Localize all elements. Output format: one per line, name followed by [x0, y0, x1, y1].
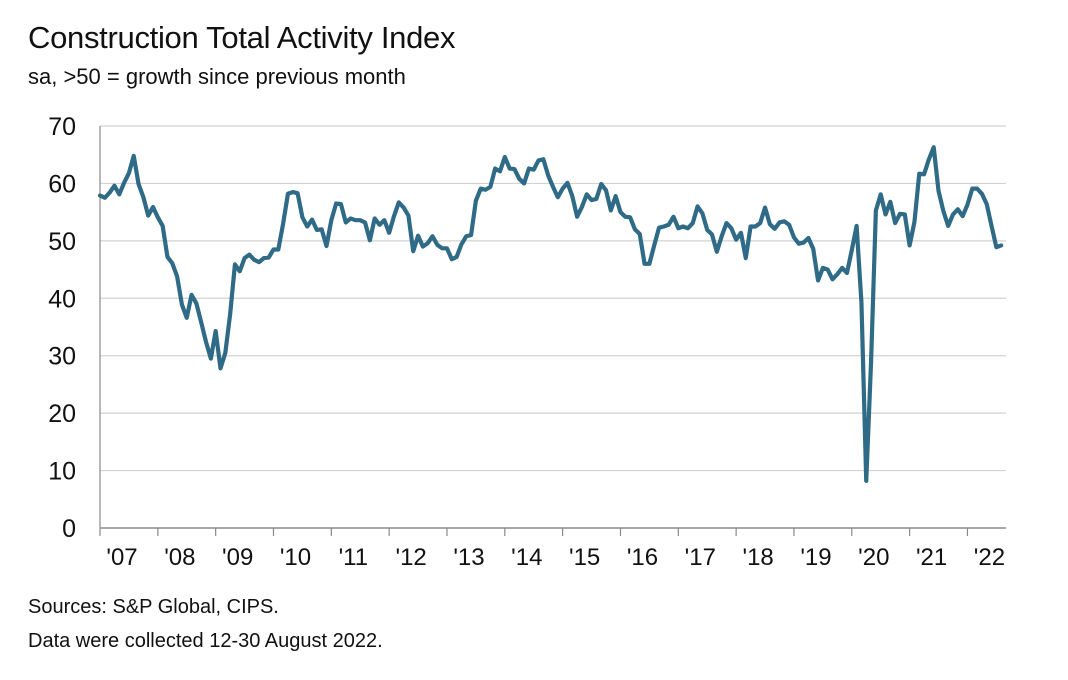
- x-tick-label: '11: [339, 544, 369, 571]
- data-collection-note: Data were collected 12-30 August 2022.: [28, 630, 383, 652]
- y-axis-ticks: 0 10 20 30 40 50 60 70: [48, 113, 76, 543]
- source-note: Sources: S&P Global, CIPS.: [28, 596, 279, 618]
- x-tick-label: '13: [453, 544, 484, 571]
- x-tick-label: '17: [685, 544, 716, 571]
- x-tick-label: '07: [106, 544, 137, 571]
- x-tick-label: '12: [396, 544, 427, 571]
- chart-subtitle: sa, >50 = growth since previous month: [28, 64, 406, 89]
- chart-title: Construction Total Activity Index: [28, 20, 456, 55]
- gridlines: [100, 125, 1006, 472]
- x-tick-label: '16: [627, 544, 658, 571]
- x-tick-label: '19: [800, 544, 831, 571]
- x-tick-label: '22: [974, 544, 1005, 571]
- y-tick-label: 30: [48, 343, 76, 371]
- series-line: [97, 145, 1004, 484]
- y-tick-label: 50: [48, 228, 76, 256]
- y-tick-label: 70: [48, 113, 76, 141]
- y-tick-label: 20: [48, 400, 76, 428]
- x-tick-label: '20: [858, 544, 889, 571]
- series-group: [97, 145, 1004, 484]
- x-tick-label: '09: [222, 544, 253, 571]
- x-tick-label: '10: [280, 544, 311, 571]
- y-tick-label: 10: [48, 458, 76, 486]
- x-axis: '07 '08 '09 '10 '11 '12 '13 '14 '15 '16 '17 '18 '19 '…: [99, 126, 1006, 571]
- x-tick-label: '15: [569, 544, 600, 571]
- y-tick-label: 40: [48, 285, 76, 313]
- x-tick-label: '18: [742, 544, 773, 571]
- x-tick-label: '08: [164, 544, 195, 571]
- x-tick-label: '21: [916, 544, 947, 571]
- x-tick-label: '14: [511, 544, 542, 571]
- y-tick-label: 60: [48, 170, 76, 198]
- y-tick-label: 0: [62, 515, 76, 543]
